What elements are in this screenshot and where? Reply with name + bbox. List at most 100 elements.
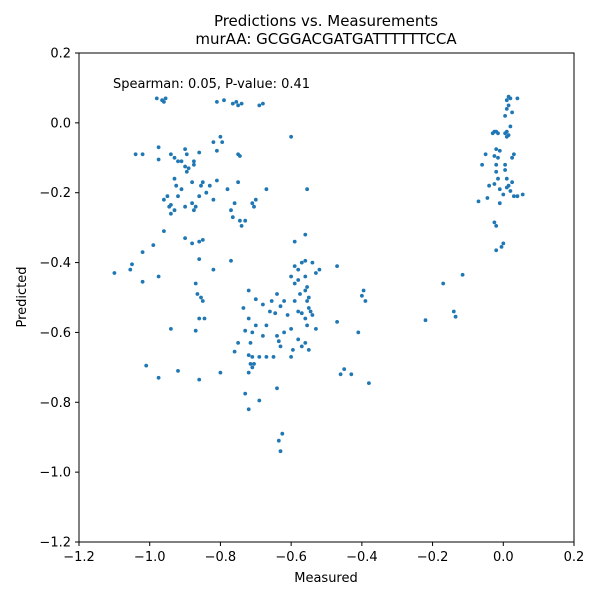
x-tick-label: −1.0 — [134, 550, 166, 565]
data-point — [338, 372, 343, 377]
data-point — [291, 348, 295, 352]
data-point — [190, 201, 195, 206]
data-point — [225, 187, 230, 192]
data-point — [162, 197, 166, 202]
data-point — [501, 192, 506, 197]
data-point — [306, 295, 311, 300]
plot-frame — [78, 52, 575, 543]
data-point — [271, 355, 276, 359]
data-point — [453, 314, 458, 319]
x-tick-label: 0.0 — [493, 550, 514, 565]
x-tick-label: −0.8 — [205, 550, 237, 565]
data-point — [520, 192, 525, 197]
data-point — [510, 155, 514, 160]
scatter-points — [112, 94, 525, 454]
data-point — [140, 152, 145, 157]
data-point — [275, 292, 279, 296]
data-point — [238, 154, 242, 158]
data-point — [197, 316, 202, 321]
y-axis-label: Predicted — [15, 266, 30, 327]
data-point — [503, 114, 507, 118]
chart-subtitle: murAA: GCGGACGATGATTTTTTCCA — [195, 30, 457, 48]
data-point — [183, 147, 188, 152]
data-point — [199, 183, 203, 188]
data-point — [282, 330, 286, 335]
data-point — [299, 260, 304, 265]
data-point — [506, 133, 511, 138]
data-point — [133, 152, 138, 157]
data-point — [289, 327, 293, 331]
data-point — [162, 229, 166, 234]
data-point — [184, 152, 189, 157]
data-point — [317, 267, 322, 272]
data-point — [246, 407, 251, 412]
data-point — [303, 274, 308, 279]
data-point — [163, 96, 168, 101]
data-point — [494, 248, 499, 253]
data-point — [292, 264, 297, 268]
data-point — [172, 176, 177, 181]
data-point — [504, 107, 509, 111]
data-point — [278, 344, 283, 349]
spearman-annotation: Spearman: 0.05, P-value: 0.41 — [113, 77, 310, 92]
data-point — [238, 218, 242, 223]
data-point — [241, 306, 246, 310]
data-point — [234, 100, 239, 104]
data-point — [342, 367, 347, 371]
data-point — [508, 124, 513, 129]
data-point — [207, 183, 212, 188]
data-point — [204, 190, 209, 195]
data-point — [156, 157, 161, 162]
data-point — [289, 355, 293, 359]
data-point — [243, 391, 248, 396]
data-point — [156, 145, 161, 150]
data-point — [306, 306, 311, 310]
data-point — [269, 299, 274, 303]
data-point — [496, 155, 500, 160]
data-point — [360, 293, 364, 298]
data-point — [310, 313, 315, 317]
data-point — [305, 187, 309, 192]
data-point — [497, 187, 502, 192]
data-point — [268, 309, 272, 314]
data-point — [508, 96, 513, 101]
data-point — [197, 377, 202, 382]
data-point — [193, 281, 198, 286]
data-point — [363, 299, 368, 303]
data-point — [367, 381, 371, 385]
data-point — [303, 316, 308, 321]
data-point — [192, 159, 196, 164]
x-tick-label: −0.6 — [275, 550, 307, 565]
data-point — [239, 101, 244, 106]
data-point — [211, 267, 216, 272]
data-point — [130, 262, 134, 267]
data-point — [169, 211, 173, 216]
data-point — [211, 197, 216, 202]
data-point — [165, 194, 170, 199]
data-point — [496, 131, 500, 136]
data-point — [504, 98, 509, 103]
data-point — [485, 196, 490, 200]
data-point — [278, 449, 283, 454]
data-point — [335, 320, 339, 324]
data-point — [252, 362, 256, 366]
data-point — [276, 438, 281, 443]
data-point — [239, 224, 244, 228]
data-point — [296, 337, 301, 342]
data-point — [169, 327, 173, 331]
data-point — [197, 150, 202, 155]
data-point — [296, 267, 301, 272]
data-point — [494, 147, 499, 152]
data-point — [289, 274, 293, 279]
data-point — [314, 271, 318, 275]
data-point — [480, 162, 484, 167]
data-point — [515, 194, 520, 199]
data-point — [246, 316, 251, 321]
data-point — [140, 279, 145, 284]
data-point — [193, 328, 198, 333]
data-point — [494, 162, 499, 167]
data-point — [460, 272, 465, 277]
data-point — [303, 232, 308, 237]
